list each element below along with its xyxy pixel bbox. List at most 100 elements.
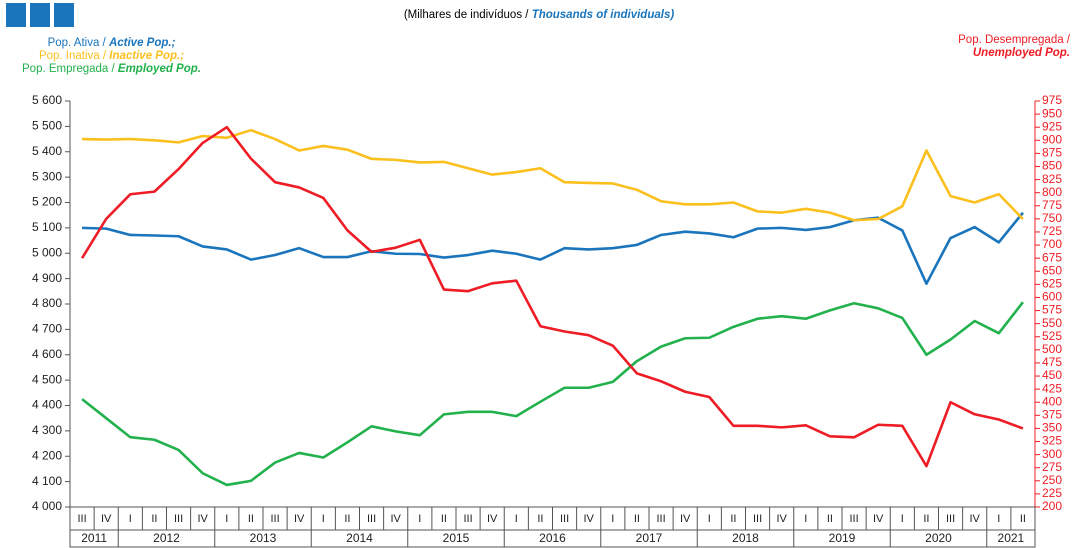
x-tick-label: IV xyxy=(197,513,208,525)
y2-tick-label: 200 xyxy=(1042,499,1062,513)
legend-name: Pop. Empregada / xyxy=(22,63,115,75)
series-line xyxy=(82,211,1024,286)
y2-tick-label: 750 xyxy=(1042,211,1062,225)
legend-entry: Pop. Desempregada / Unemployed Pop. xyxy=(950,34,1070,60)
x-tick-label: I xyxy=(129,513,132,525)
x-tick-label: II xyxy=(827,513,833,525)
y-tick-label: 5 500 xyxy=(32,119,62,133)
x-tick-label: I xyxy=(901,513,904,525)
logo xyxy=(6,3,26,27)
x-tick-label: IV xyxy=(969,513,980,525)
y-tick-label: 4 800 xyxy=(32,296,62,310)
series-line xyxy=(81,301,1024,487)
x-tick-label: I xyxy=(708,513,711,525)
y2-tick-label: 575 xyxy=(1042,303,1062,317)
y-tick-label: 5 000 xyxy=(32,245,62,259)
x-tick-label: III xyxy=(946,513,955,525)
y2-tick-label: 725 xyxy=(1042,224,1062,238)
year-label: 2011 xyxy=(81,531,107,545)
x-tick-label: IV xyxy=(583,513,594,525)
x-tick-label: I xyxy=(225,513,228,525)
x-tick-label: IV xyxy=(873,513,884,525)
x-tick-label: III xyxy=(367,513,376,525)
y2-tick-label: 450 xyxy=(1042,368,1062,382)
x-tick-label: II xyxy=(923,513,929,525)
y2-tick-label: 500 xyxy=(1042,342,1062,356)
y2-tick-label: 325 xyxy=(1042,434,1062,448)
year-label: 2020 xyxy=(925,531,952,545)
x-tick-label: II xyxy=(344,513,350,525)
x-tick-label: III xyxy=(463,513,472,525)
legend-entry: Pop. Empregada / Employed Pop. xyxy=(4,63,219,76)
logo xyxy=(54,3,74,27)
year-label: 2015 xyxy=(443,531,470,545)
x-tick-label: II xyxy=(151,513,157,525)
series-line xyxy=(82,128,1024,222)
legend-name-en: Unemployed Pop. xyxy=(972,47,1070,59)
y2-tick-label: 375 xyxy=(1042,407,1062,421)
x-tick-label: I xyxy=(997,513,1000,525)
y2-tick-label: 650 xyxy=(1042,263,1062,277)
y2-tick-label: 350 xyxy=(1042,421,1062,435)
x-tick-label: III xyxy=(656,513,665,525)
legend-name-en: Inactive Pop.; xyxy=(109,50,185,62)
legend-entry: Pop. Ativa / Active Pop.; xyxy=(4,37,219,50)
year-label: 2014 xyxy=(346,531,373,545)
legend: Pop. Desempregada / Unemployed Pop. xyxy=(950,34,1070,60)
legend-name-en: Active Pop.; xyxy=(108,37,176,49)
y-tick-label: 5 200 xyxy=(32,195,62,209)
year-label: 2012 xyxy=(153,531,180,545)
x-tick-label: IV xyxy=(487,513,498,525)
y2-tick-label: 300 xyxy=(1042,447,1062,461)
subtitle: (Milhares de indivíduos / Thousands of i… xyxy=(0,9,1078,21)
x-tick-label: II xyxy=(634,513,640,525)
y-tick-label: 4 300 xyxy=(32,423,62,437)
x-tick-label: IV xyxy=(776,513,787,525)
x-tick-label: I xyxy=(611,513,614,525)
x-tick-label: II xyxy=(1020,513,1026,525)
y2-tick-label: 600 xyxy=(1042,290,1062,304)
subtitle-en: Thousands of individuals) xyxy=(531,9,675,21)
x-tick-label: IV xyxy=(294,513,305,525)
y-tick-label: 5 100 xyxy=(32,220,62,234)
y2-tick-label: 950 xyxy=(1042,106,1062,120)
y-tick-label: 4 600 xyxy=(32,347,62,361)
y2-tick-label: 850 xyxy=(1042,159,1062,173)
x-tick-label: III xyxy=(174,513,183,525)
logo xyxy=(30,3,50,27)
y-tick-label: 4 100 xyxy=(32,474,62,488)
y2-tick-label: 550 xyxy=(1042,316,1062,330)
x-tick-label: I xyxy=(322,513,325,525)
y2-tick-label: 900 xyxy=(1042,132,1062,146)
y2-tick-label: 275 xyxy=(1042,460,1062,474)
x-tick-label: III xyxy=(77,513,86,525)
y-tick-label: 5 300 xyxy=(32,169,62,183)
y2-tick-label: 475 xyxy=(1042,355,1062,369)
y-tick-label: 4 000 xyxy=(32,499,62,513)
legend-name-en: Employed Pop. xyxy=(117,63,201,75)
y2-tick-label: 400 xyxy=(1042,394,1062,408)
y2-tick-label: 675 xyxy=(1042,250,1062,264)
y2-tick-label: 800 xyxy=(1042,185,1062,199)
y-tick-label: 4 700 xyxy=(32,322,62,336)
y2-tick-label: 875 xyxy=(1042,146,1062,160)
legend: Pop. Ativa / Active Pop.; Pop. Inativa / … xyxy=(4,37,219,76)
y-tick-label: 4 500 xyxy=(32,372,62,386)
series-line xyxy=(80,125,1024,468)
year-label: 2013 xyxy=(250,531,277,545)
x-tick-label: I xyxy=(418,513,421,525)
legend-entry: Pop. Inativa / Inactive Pop.; xyxy=(4,50,219,63)
year-label: 2018 xyxy=(732,531,759,545)
x-tick-label: I xyxy=(515,513,518,525)
x-tick-label: IV xyxy=(101,513,112,525)
legend-name: Pop. Inativa / xyxy=(38,50,107,62)
x-tick-label: III xyxy=(270,513,279,525)
y2-tick-label: 925 xyxy=(1042,119,1062,133)
x-tick-label: III xyxy=(849,513,858,525)
y-tick-label: 5 600 xyxy=(32,93,62,107)
y2-tick-label: 250 xyxy=(1042,473,1062,487)
legend-name: Pop. Ativa / xyxy=(47,37,106,49)
year-label: 2016 xyxy=(539,531,566,545)
